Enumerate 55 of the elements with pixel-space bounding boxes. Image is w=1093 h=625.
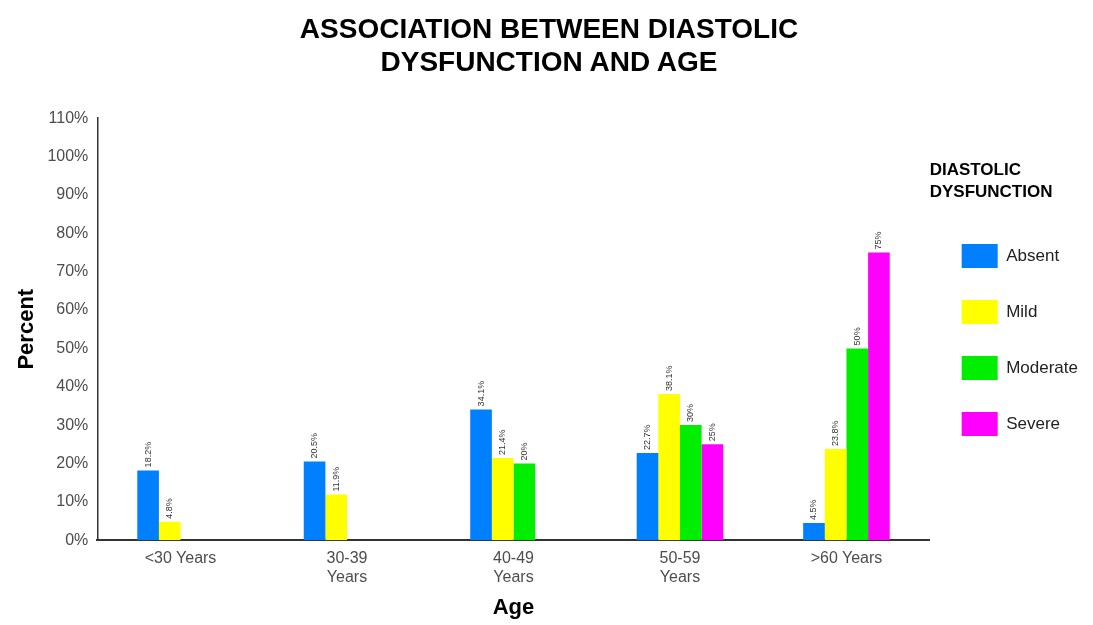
x-tick-label: 40-49 Years — [493, 549, 535, 586]
bar — [303, 461, 326, 541]
y-tick-label: 0% — [65, 530, 89, 548]
y-tick-label: 10% — [56, 492, 89, 510]
legend-title: DIASTOLIC DYSFUNCTION — [929, 160, 1053, 202]
legend-label: Severe — [1006, 413, 1061, 433]
bar — [158, 521, 181, 541]
bar — [470, 409, 492, 541]
bar — [824, 448, 847, 541]
x-axis-title: Age — [492, 593, 535, 619]
legend-label: Mild — [1006, 301, 1038, 321]
y-tick-label: 110% — [48, 108, 89, 126]
y-tick-label: 20% — [56, 453, 89, 471]
x-tick-label: <30 Years — [144, 549, 217, 567]
data-label: 23.8% — [830, 420, 841, 446]
bar — [846, 348, 869, 541]
y-tick-label: 70% — [56, 262, 89, 280]
data-label: 11.9% — [330, 466, 341, 492]
bar — [701, 444, 724, 541]
data-label: 20% — [518, 442, 529, 461]
bar — [658, 394, 680, 541]
data-label: 50% — [851, 327, 862, 346]
y-tick-label: 100% — [47, 146, 89, 164]
data-label: 21.4% — [497, 429, 508, 456]
x-tick-label: >60 Years — [810, 549, 883, 567]
data-label: 4.5% — [808, 499, 819, 520]
y-tick-label: 60% — [56, 300, 89, 318]
legend-label: Absent — [1006, 245, 1060, 265]
bar — [491, 458, 514, 541]
data-label: 38.1% — [663, 365, 674, 392]
bar — [636, 453, 659, 541]
legend-label: Moderate — [1006, 357, 1079, 377]
data-label: 30% — [685, 404, 696, 423]
x-tick-label: 30-39 Years — [326, 549, 368, 586]
bar — [137, 470, 159, 541]
y-tick-label: 80% — [56, 223, 89, 241]
data-label: 4.8% — [164, 498, 175, 519]
y-tick-label: 50% — [56, 338, 89, 356]
data-label: 34.1% — [475, 380, 486, 407]
y-tick-label: 40% — [56, 377, 89, 395]
y-tick-label: 30% — [56, 415, 89, 433]
bar — [679, 425, 702, 541]
bar — [513, 463, 536, 541]
data-label: 22.7% — [642, 424, 652, 451]
data-label: 20.5% — [309, 433, 320, 459]
data-label: 75% — [873, 231, 884, 250]
bar — [325, 494, 348, 541]
y-axis-title: Percent — [13, 288, 39, 370]
chart-title: ASSOCIATION BETWEEN DIASTOLIC DYSFUNCTION AND AGE — [299, 12, 799, 78]
y-tick-label: 90% — [56, 185, 89, 203]
x-tick-label: 50-59 Years — [659, 549, 701, 586]
data-label: 25% — [706, 423, 717, 442]
data-label: 18.2% — [142, 441, 153, 468]
bar — [868, 252, 890, 541]
bar — [803, 522, 825, 541]
